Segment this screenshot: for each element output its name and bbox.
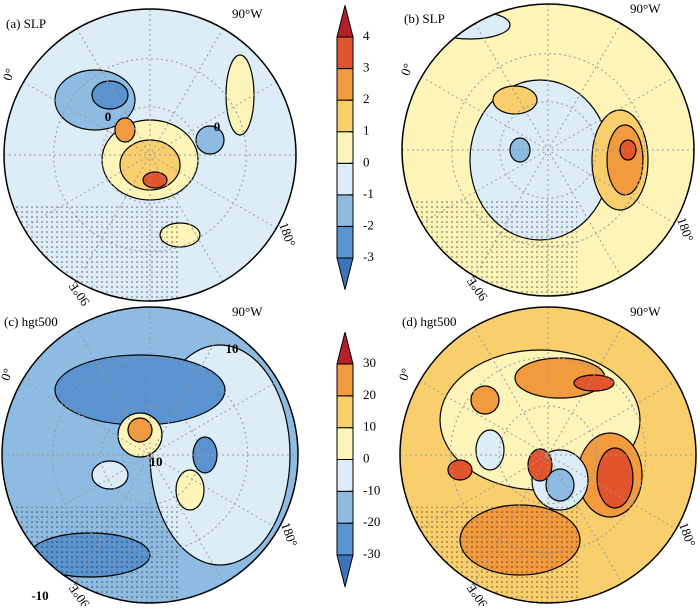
colorbar-tick-label: 3: [363, 60, 370, 75]
lon-label: 90°W: [630, 1, 661, 16]
colorbar-segment: [336, 68, 354, 101]
map-field: [2, 307, 298, 603]
lon-label: 0°: [0, 66, 18, 82]
colorbar-extension: [336, 554, 354, 587]
colorbar-tick-label: -20: [363, 514, 380, 529]
anomaly-region: [475, 429, 505, 471]
panel-label: (c) hgt500: [4, 314, 58, 329]
anomaly-region: [470, 385, 500, 415]
meridian: [75, 326, 225, 584]
meridian: [419, 380, 677, 530]
colorbar-tick-label: -1: [363, 186, 374, 201]
colorbar-segment: [336, 522, 354, 556]
contour-label: 0: [214, 119, 221, 134]
meridian: [419, 380, 677, 530]
lon-label: 90°W: [630, 304, 661, 319]
meridian: [421, 76, 675, 224]
colorbar-segment: [336, 427, 354, 460]
lon-label: 90°W: [232, 6, 263, 21]
colorbar-segment: [336, 131, 354, 164]
contour-label: 0: [105, 109, 112, 124]
map-field: [402, 4, 694, 296]
map-border: [3, 8, 297, 302]
colorbar-segment: [336, 162, 354, 196]
latitude-circle: [53, 58, 247, 252]
anomaly-region: [225, 54, 255, 136]
colorbar-tick-label: 10: [363, 419, 376, 434]
anomaly-region: [509, 137, 531, 163]
panel-label: (b) SLP: [404, 11, 445, 26]
colorbar-segment: [336, 225, 354, 259]
colorbar-tick-label: -3: [363, 249, 374, 264]
colorbar-segment: [336, 99, 354, 133]
colorbar-tick-label: -2: [363, 217, 374, 232]
map-border: [401, 3, 695, 297]
contour-label: -10: [31, 588, 48, 603]
lon-label: 0°: [396, 366, 414, 382]
anomaly-region: [492, 85, 538, 115]
latitude-circle: [499, 101, 597, 199]
colorbar-extension: [336, 257, 354, 290]
meridian: [473, 326, 623, 584]
colorbar-segment: [336, 363, 354, 397]
meridian: [75, 326, 225, 584]
colorbar-tick-label: 0: [363, 450, 370, 465]
colorbar-segment: [336, 459, 354, 492]
panel-label: (a) SLP: [6, 16, 46, 31]
anomaly-region: [142, 171, 168, 189]
anomaly-region: [127, 417, 153, 443]
contour-label: 10: [226, 341, 239, 356]
colorbar-tick-label: 0: [363, 154, 370, 169]
meridian: [21, 380, 279, 530]
meridian: [23, 81, 277, 229]
map-border: [1, 306, 299, 604]
lon-label: 180°: [276, 220, 299, 248]
colorbar-extension: [336, 332, 354, 365]
significance-dots: [402, 201, 578, 296]
anomaly-region: [91, 460, 129, 490]
colorbar-segment: [336, 194, 354, 227]
meridian: [473, 326, 623, 584]
colorbar-extension: [336, 5, 354, 38]
meridian: [21, 380, 279, 530]
anomaly-region: [114, 117, 136, 143]
colorbar-segment: [336, 395, 354, 429]
lon-label: 180°: [674, 215, 697, 243]
anomaly-region: [91, 80, 129, 110]
colorbar-tick-label: 20: [363, 387, 376, 402]
lon-label: 180°: [676, 520, 699, 548]
lon-label: 0°: [0, 366, 16, 382]
contour-label: 10: [150, 454, 163, 469]
anomaly-region: [447, 459, 473, 481]
latitude-circle: [101, 106, 199, 204]
latitude-circle: [451, 53, 645, 247]
anomaly-region: [527, 448, 553, 482]
anomaly-region: [573, 374, 615, 392]
colorbar-tick-label: -10: [363, 482, 380, 497]
map-field: [400, 307, 696, 603]
lon-label: 0°: [398, 61, 416, 77]
map-field: [4, 9, 296, 301]
colorbar-tick-label: 30: [363, 355, 376, 370]
colorbar-segment: [336, 36, 354, 70]
anomaly-region: [545, 468, 575, 502]
colorbar-tick-label: 4: [363, 28, 370, 43]
colorbar-tick-label: 2: [363, 91, 370, 106]
anomaly-region: [175, 469, 205, 511]
panel-label: (d) hgt500: [402, 314, 457, 329]
anomaly-region: [596, 447, 634, 509]
lon-label: 90°W: [232, 304, 263, 319]
map-border: [399, 306, 697, 604]
colorbar-tick-label: -30: [363, 546, 380, 561]
colorbar-segment: [336, 490, 354, 524]
significance-dots: [4, 206, 180, 301]
colorbar-tick-label: 1: [363, 123, 370, 138]
lon-label: 180°: [278, 520, 301, 548]
anomaly-region: [195, 125, 225, 155]
